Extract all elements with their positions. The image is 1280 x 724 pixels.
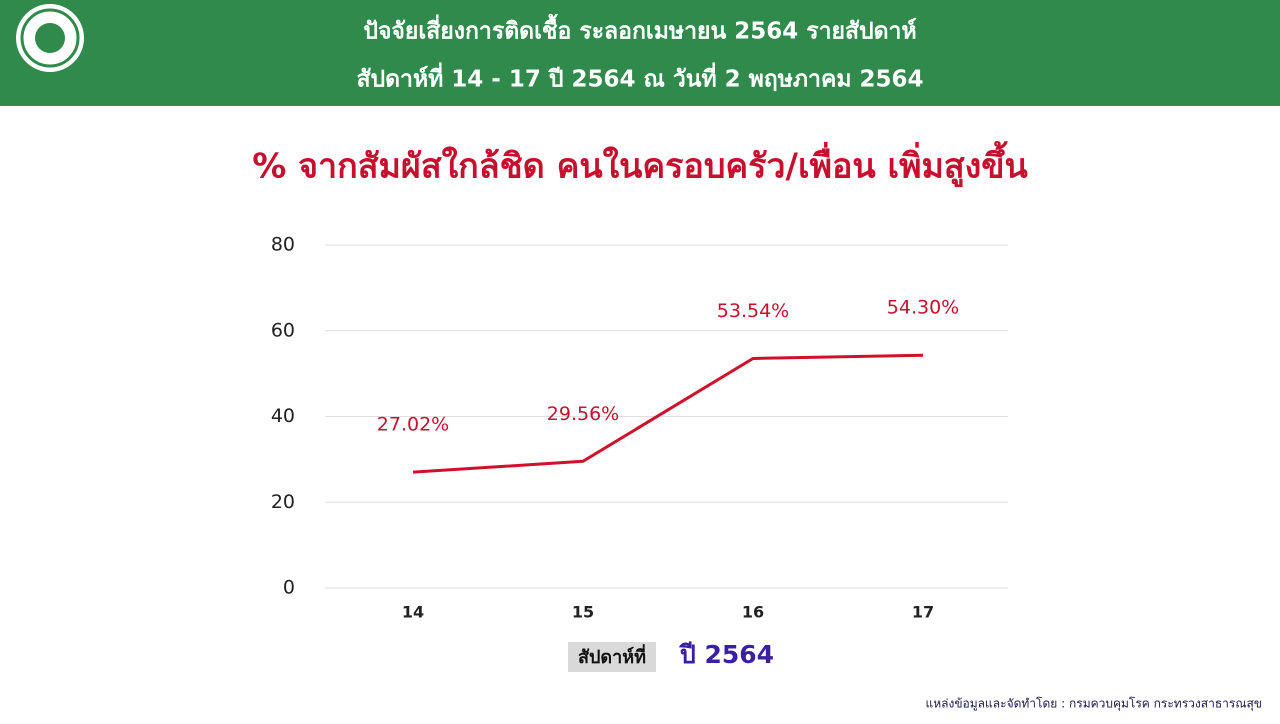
y-tick-label: 0 [283,577,295,599]
header-subtitle: สัปดาห์ที่ 14 - 17 ปี 2564 ณ วันที่ 2 พฤ… [356,62,923,93]
data-label: 29.56% [547,403,619,425]
source-note: แหล่งข้อมูลและจัดทำโดย : กรมควบคุมโรค กร… [926,697,1263,712]
x-axis-label: สัปดาห์ที่ [578,644,646,668]
x-tick-label: 14 [402,603,424,622]
data-label: 53.54% [717,300,789,322]
x-tick-label: 16 [742,603,764,622]
y-tick-label: 80 [271,234,295,256]
header-band [0,0,1280,106]
chart-title: % จากสัมผัสใกล้ชิด คนในครอบครัว/เพื่อน เ… [252,141,1028,188]
x-tick-label: 17 [912,603,934,622]
header-title: ปัจจัยเสี่ยงการติดเชื้อ ระลอกเมษายน 2564… [363,14,916,45]
y-tick-label: 40 [271,405,295,427]
y-tick-label: 60 [271,319,295,341]
data-line [412,353,924,474]
data-label: 27.02% [377,414,449,436]
y-tick-label: 20 [271,491,295,513]
year-annotation: ปี 2564 [678,640,774,669]
xlabel-bg [568,642,656,672]
logo [16,4,84,72]
x-tick-label: 15 [572,603,594,622]
data-label: 54.30% [887,297,959,319]
